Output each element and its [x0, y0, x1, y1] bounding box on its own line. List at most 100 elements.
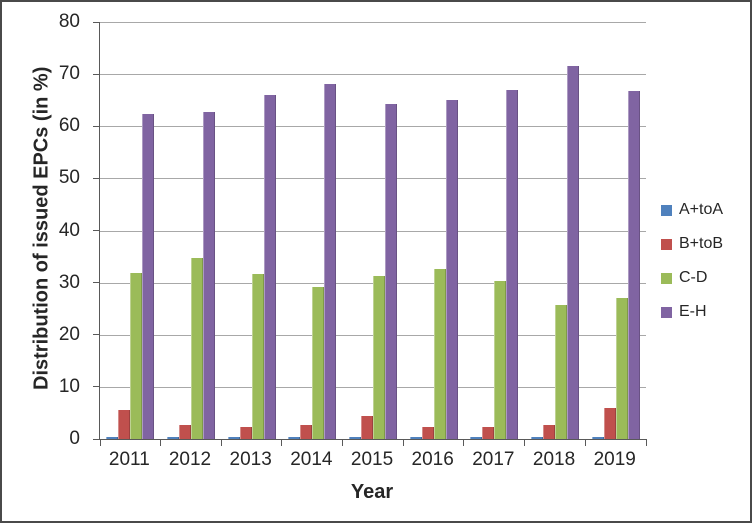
bar-C-D — [130, 272, 143, 439]
gridline — [100, 126, 646, 128]
bar-A+toA — [531, 437, 544, 439]
bar-E-H — [142, 114, 155, 439]
bar-B+toB — [421, 427, 434, 439]
y-axis-tick — [93, 73, 100, 75]
bar-C-D — [191, 257, 203, 439]
y-tick-label: 0 — [69, 428, 80, 449]
x-axis-tick — [281, 439, 283, 446]
legend-label: B+toB — [679, 235, 724, 252]
y-axis-tick — [93, 438, 100, 440]
bar-B+toB — [118, 410, 131, 439]
x-axis-tick — [463, 439, 465, 446]
bar-group — [161, 22, 222, 439]
legend-label: E-H — [679, 303, 707, 320]
legend-item: B+toB — [661, 233, 723, 255]
bar-E-H — [263, 94, 276, 439]
legend-swatch-icon — [661, 204, 672, 216]
y-axis-tick — [93, 230, 100, 231]
bar-B+toB — [179, 425, 191, 439]
bar-E-H — [385, 103, 398, 439]
gridline — [100, 74, 646, 76]
x-tick-label: 2015 — [350, 449, 394, 470]
bar-group — [100, 22, 161, 439]
bar-C-D — [433, 268, 446, 439]
bar-A+toA — [227, 437, 240, 439]
y-tick-label: 80 — [58, 11, 80, 32]
legend: A+toA B+toB C-D E-H — [661, 199, 723, 335]
legend-swatch-icon — [661, 238, 672, 250]
bar-B+toB — [603, 407, 616, 439]
x-axis-tick — [342, 439, 344, 446]
legend-label: C-D — [679, 269, 708, 286]
bar-B+toB — [300, 424, 313, 439]
x-tick-label: 2019 — [593, 449, 636, 470]
gridline — [100, 386, 646, 388]
legend-swatch-icon — [661, 272, 672, 284]
gridline — [100, 230, 646, 232]
bar-A+toA — [106, 437, 119, 439]
bar-E-H — [324, 83, 337, 439]
bar-A+toA — [591, 436, 604, 439]
y-tick-label: 10 — [58, 375, 80, 397]
plot-area — [93, 21, 647, 446]
bar-A+toA — [288, 437, 301, 439]
bar-B+toB — [361, 415, 374, 439]
x-tick-label: 2013 — [229, 449, 272, 470]
gridline — [100, 282, 646, 284]
x-axis-tick — [220, 439, 222, 446]
bar-B+toB — [482, 426, 495, 439]
y-axis-tick — [93, 21, 100, 23]
gridline — [100, 178, 646, 180]
bar-A+toA — [167, 437, 179, 439]
bar-A+toA — [409, 437, 422, 439]
x-axis-tick — [160, 439, 162, 446]
y-axis-tick — [93, 177, 100, 179]
x-axis-tick — [99, 439, 101, 446]
gridline — [100, 334, 646, 336]
legend-swatch-icon — [661, 306, 672, 318]
x-axis-tick — [584, 439, 586, 446]
bar-A+toA — [349, 437, 362, 439]
bar-group — [221, 22, 282, 439]
y-tick-label: 40 — [58, 219, 80, 241]
y-tick-label: 60 — [58, 115, 80, 137]
bar-B+toB — [543, 425, 556, 439]
bar-E-H — [203, 111, 215, 439]
bar-group — [464, 22, 525, 439]
y-tick-label: 70 — [58, 63, 80, 85]
bar-C-D — [555, 304, 568, 439]
legend-item: A+toA — [661, 199, 723, 221]
y-axis-tick — [93, 282, 100, 284]
bar-E-H — [567, 66, 580, 439]
bar-groups — [100, 22, 646, 439]
y-tick-label: 50 — [58, 167, 80, 189]
bar-C-D — [251, 273, 264, 439]
bar-B+toB — [239, 426, 252, 439]
y-axis-tick — [93, 386, 100, 388]
legend-item: E-H — [661, 301, 723, 323]
y-axis-tick-labels: 0 10 20 30 40 50 60 70 80 — [2, 12, 80, 449]
legend-item: C-D — [661, 267, 723, 289]
x-tick-label: 2011 — [108, 449, 150, 470]
bar-group — [282, 22, 343, 439]
x-tick-label: 2014 — [290, 449, 333, 470]
bar-group — [585, 22, 646, 439]
x-axis-tick — [402, 439, 404, 446]
bar-E-H — [506, 89, 519, 439]
y-tick-label: 20 — [58, 323, 80, 345]
bar-group — [343, 22, 404, 439]
x-tick-label: 2012 — [168, 449, 212, 470]
bar-E-H — [627, 90, 640, 439]
bar-C-D — [615, 298, 628, 439]
x-tick-label: 2016 — [411, 449, 454, 470]
bar-A+toA — [470, 437, 483, 439]
bar-C-D — [312, 286, 325, 439]
x-tick-label: 2017 — [472, 449, 515, 470]
legend-label: A+toA — [679, 201, 724, 218]
bar-C-D — [494, 280, 507, 439]
bar-group — [525, 22, 586, 439]
x-axis-tick — [645, 439, 647, 446]
x-axis-tick — [524, 439, 526, 446]
y-axis-tick — [93, 125, 100, 127]
